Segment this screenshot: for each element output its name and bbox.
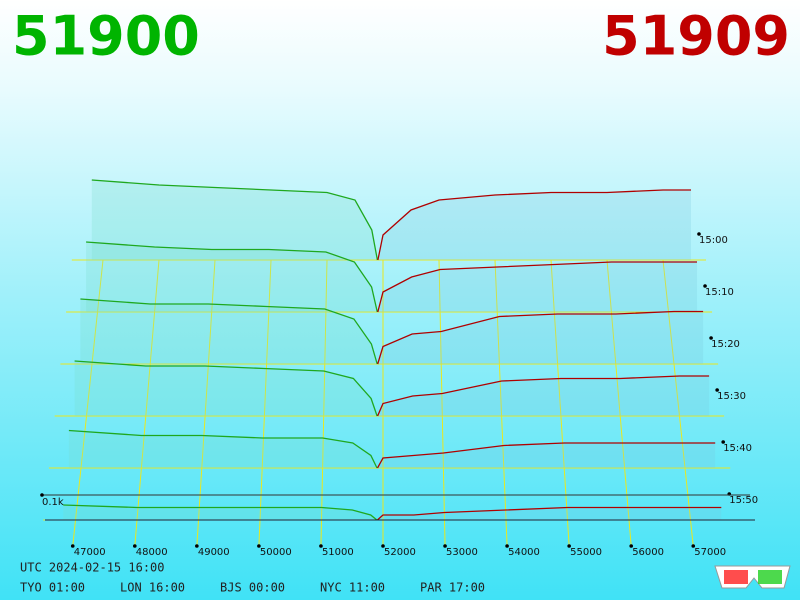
time-tick-dot <box>715 388 719 392</box>
price-tick-dot <box>567 544 571 548</box>
ask-depth-line <box>377 261 697 313</box>
price-tick-label: 50000 <box>260 547 292 558</box>
ask-area <box>377 376 710 416</box>
bid-area <box>74 361 378 416</box>
time-tick-label: 15:10 <box>705 287 734 298</box>
price-tick-dot <box>319 544 323 548</box>
price-tick-dot <box>195 544 199 548</box>
price-tick-label: 55000 <box>570 547 602 558</box>
time-tick-dot <box>703 284 707 288</box>
bid-depth-line <box>68 429 378 469</box>
price-grid-line <box>72 259 104 547</box>
bid-area <box>91 180 378 260</box>
price-grid-line <box>550 259 570 547</box>
price-tick-label: 54000 <box>508 547 540 558</box>
zone-time: BJS 00:00 <box>220 581 285 595</box>
zone-time: LON 16:00 <box>120 581 185 595</box>
price-tick-dot <box>381 544 385 548</box>
ask-price: 51909 <box>602 5 790 68</box>
price-tick-label: 48000 <box>136 547 168 558</box>
bid-area <box>80 299 378 364</box>
price-grid-line <box>606 259 632 547</box>
zone-time: PAR 17:00 <box>420 581 485 595</box>
volume-tick-dot <box>40 493 44 497</box>
time-tick-label: 15:30 <box>717 391 746 402</box>
bid-depth-line <box>91 179 379 261</box>
zone-time: NYC 11:00 <box>320 581 385 595</box>
price-tick-label: 49000 <box>198 547 230 558</box>
price-tick-label: 57000 <box>694 547 726 558</box>
price-grid-line <box>258 259 272 547</box>
price-grid-line <box>196 259 216 547</box>
time-tick-dot <box>697 232 701 236</box>
price-grid-line <box>134 259 160 547</box>
price-tick-dot <box>691 544 696 548</box>
price-grid-line <box>438 259 446 547</box>
bid-depth-line <box>63 504 378 521</box>
price-grid-line <box>320 259 328 547</box>
price-tick-dot <box>133 544 137 548</box>
time-tick-label: 15:00 <box>699 235 728 246</box>
bid-depth-line <box>80 298 378 365</box>
price-tick-label: 53000 <box>446 547 478 558</box>
ask-depth-line <box>377 189 691 261</box>
price-tick-label: 52000 <box>384 547 416 558</box>
ask-depth-line <box>377 375 710 417</box>
ask-depth-line <box>377 310 704 365</box>
price-tick-dot <box>443 544 447 548</box>
bid-depth-line <box>86 241 378 313</box>
price-tick-dot <box>70 544 75 548</box>
bid-area <box>86 242 378 312</box>
time-tick-label: 15:50 <box>729 495 758 506</box>
ask-depth-line <box>376 506 722 521</box>
bid-area <box>63 505 377 520</box>
price-tick-label: 51000 <box>322 547 354 558</box>
price-tick-label: 47000 <box>74 547 106 558</box>
zone-time: TYO 01:00 <box>20 581 85 595</box>
utc-time: UTC 2024-02-15 16:00 <box>20 561 165 575</box>
time-tick-label: 15:40 <box>723 443 752 454</box>
ask-area <box>377 190 691 260</box>
ask-area <box>377 507 722 520</box>
ask-depth-line <box>376 442 716 469</box>
price-tick-label: 56000 <box>632 547 664 558</box>
bid-depth-line <box>74 360 378 417</box>
price-tick-dot <box>257 544 261 548</box>
time-tick-dot <box>721 440 725 444</box>
price-grid-line <box>662 259 694 547</box>
time-tick-label: 15:20 <box>711 339 740 350</box>
price-tick-dot <box>505 544 509 548</box>
bid-area <box>68 430 378 468</box>
glasses-icon <box>714 565 791 589</box>
ask-area <box>377 443 716 468</box>
volume-tick-label: 0.1k <box>42 497 64 508</box>
time-tick-dot <box>709 336 713 340</box>
ask-area <box>377 262 698 312</box>
price-tick-dot <box>629 544 633 548</box>
ask-area <box>377 311 704 364</box>
price-grid-line <box>494 259 508 547</box>
bid-price: 51900 <box>12 5 200 68</box>
